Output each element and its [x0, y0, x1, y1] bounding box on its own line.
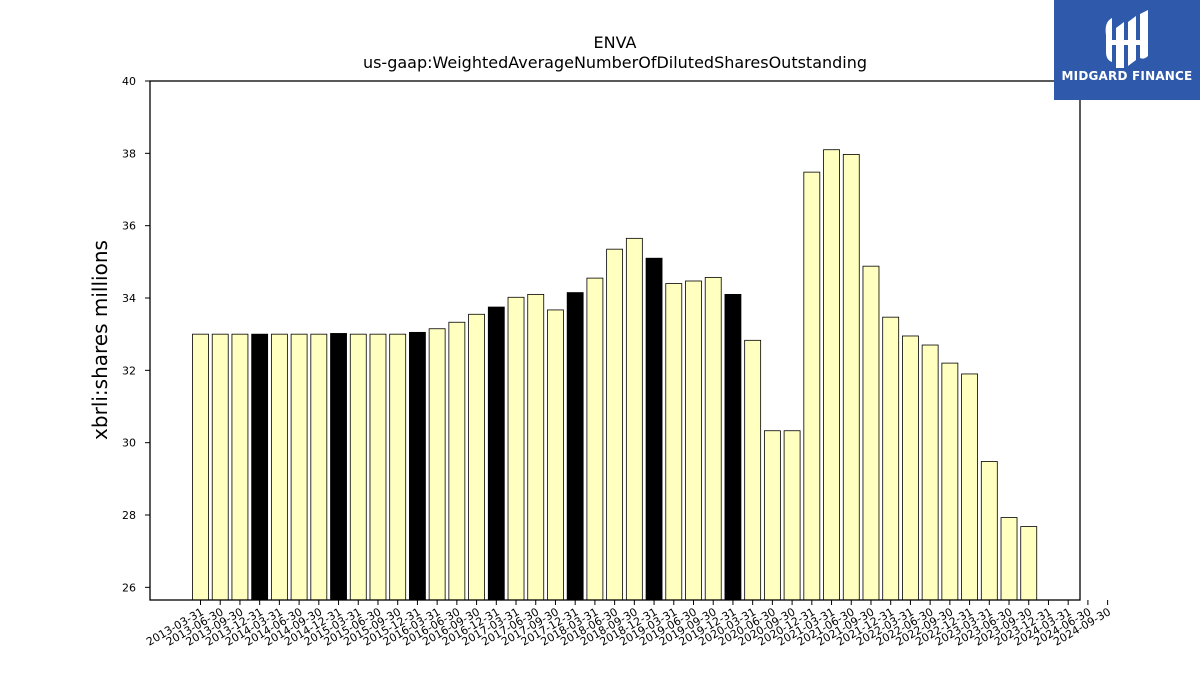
plot-frame [149, 80, 1081, 601]
bar-2022-09-30 [941, 362, 959, 601]
bar-2014-03-31 [270, 333, 288, 601]
bar-2022-06-30 [921, 344, 939, 601]
bar-2020-06-30 [763, 430, 781, 601]
y-tick-label: 26 [122, 581, 136, 594]
bar-2013-03-31 [192, 333, 209, 601]
bar-2013-12-31 [251, 333, 269, 601]
bar-2017-09-30 [547, 309, 564, 601]
bar-2016-06-30 [448, 321, 466, 601]
bar-2014-12-31 [330, 333, 347, 601]
bar-2018-09-30 [625, 237, 643, 601]
bar-2015-06-30 [369, 333, 387, 601]
bar-2019-06-30 [685, 280, 702, 601]
bar-2023-06-30 [1000, 517, 1018, 601]
bar-2017-03-31 [507, 296, 525, 601]
x-axis: 2013-03-312013-06-302013-09-302013-12-31… [144, 600, 1113, 649]
bar-2020-12-31 [803, 171, 821, 601]
bar-2019-12-31 [724, 293, 742, 601]
bar-2021-12-31 [882, 316, 900, 601]
bar-2017-06-30 [527, 293, 545, 601]
bar-2017-12-31 [566, 292, 584, 601]
bar-2022-12-31 [961, 373, 978, 601]
chart-title: ENVA [593, 33, 637, 52]
bar-2013-09-30 [231, 333, 249, 601]
y-tick-label: 30 [122, 437, 136, 450]
bar-2015-12-31 [409, 331, 426, 601]
bar-2015-09-30 [389, 333, 407, 601]
y-axis: 26 28 30 32 34 36 38 40 [122, 75, 150, 594]
bar-2016-12-31 [487, 306, 505, 601]
bar-2021-03-31 [823, 149, 840, 601]
bars-group [192, 149, 1038, 601]
bar-2014-06-30 [290, 333, 308, 601]
bar-2020-03-31 [744, 339, 762, 601]
bar-2015-03-31 [349, 333, 367, 601]
y-tick-label: 28 [122, 509, 136, 522]
y-tick-label: 40 [122, 75, 136, 88]
y-axis-label: xbrli:shares millions [88, 240, 112, 440]
y-tick-label: 32 [122, 364, 136, 377]
bar-2019-03-31 [665, 283, 683, 601]
bar-2023-03-31 [980, 461, 998, 601]
bar-2022-03-31 [902, 335, 919, 601]
y-tick-label: 36 [122, 220, 136, 233]
logo-text: MIDGARD FINANCE [1061, 69, 1193, 83]
bar-2020-09-30 [783, 430, 801, 601]
bar-2019-09-30 [704, 276, 722, 601]
bar-2014-09-30 [310, 333, 328, 601]
chart-subtitle: us-gaap:WeightedAverageNumberOfDilutedSh… [362, 53, 868, 72]
bar-2023-09-30 [1020, 526, 1038, 601]
y-tick-label: 38 [122, 147, 136, 160]
bar-2021-09-30 [862, 265, 880, 601]
y-tick-label: 34 [122, 292, 136, 305]
bar-2016-03-31 [428, 328, 446, 601]
bar-2018-12-31 [645, 257, 663, 601]
bar-2016-09-30 [468, 313, 485, 601]
bar-2013-06-30 [211, 333, 229, 601]
midgard-logo-icon [1105, 10, 1148, 68]
brand-logo: MIDGARD FINANCE [1054, 0, 1200, 100]
bar-2018-06-30 [606, 248, 624, 601]
bar-2018-03-31 [586, 277, 604, 601]
bar-2021-06-30 [842, 154, 860, 601]
